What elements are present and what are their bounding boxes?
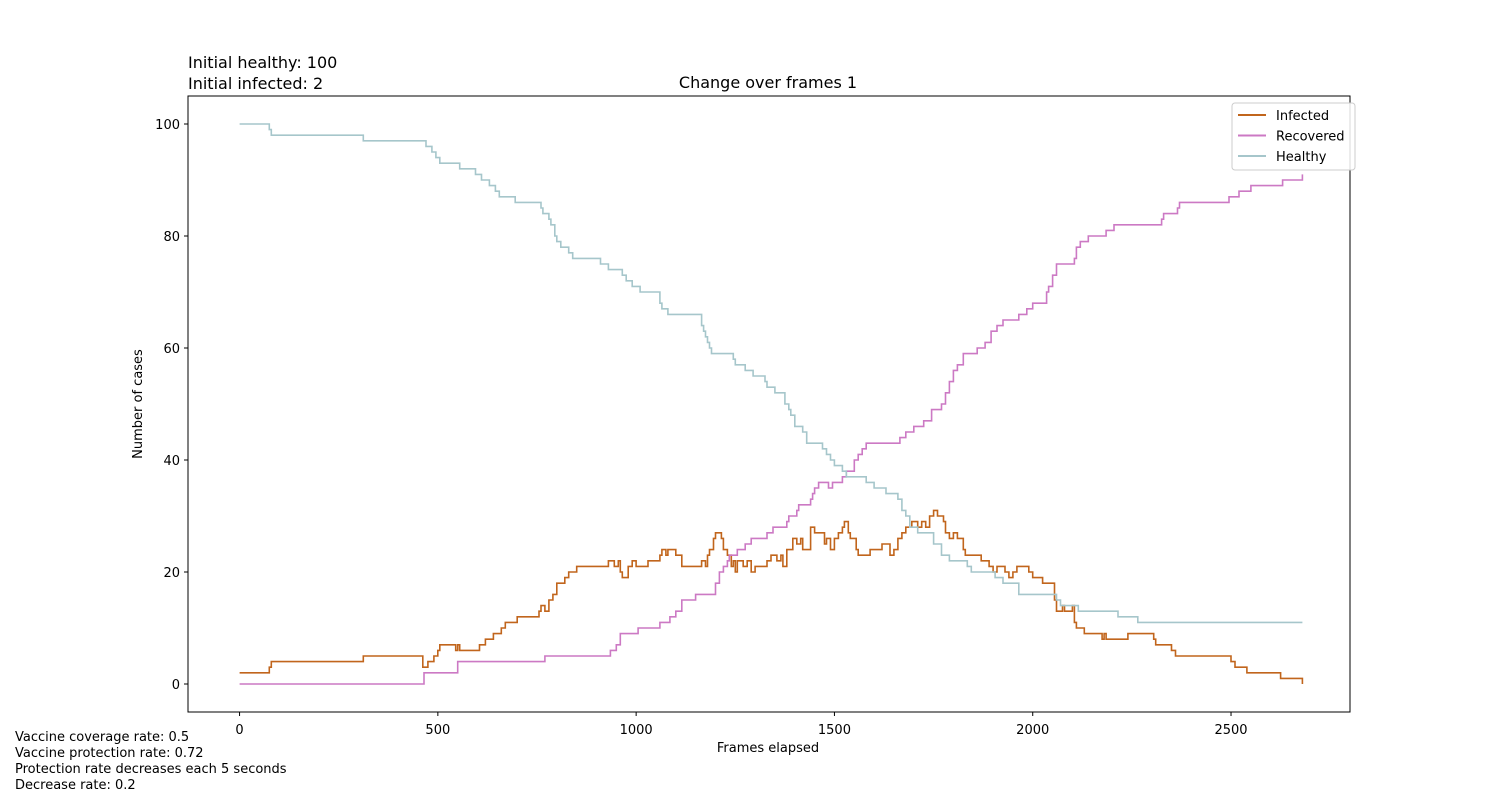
y-tick-label: 20 — [163, 566, 180, 581]
legend-label-recovered: Recovered — [1276, 130, 1345, 145]
x-tick-label: 1000 — [620, 723, 653, 738]
legend-box — [1231, 102, 1356, 171]
y-axis-label: Number of cases — [131, 349, 146, 459]
series-line-infected — [239, 509, 1304, 684]
series-line-recovered — [239, 174, 1304, 685]
x-axis-label: Frames elapsed — [717, 741, 819, 756]
legend-label-healthy: Healthy — [1276, 150, 1327, 165]
chart-title: Change over frames 1 — [679, 73, 857, 92]
simulation-parameters: Vaccine coverage rate: 0.5 Vaccine prote… — [15, 730, 287, 794]
x-tick-label: 1500 — [818, 723, 851, 738]
series-line-healthy — [239, 123, 1303, 624]
y-tick-label: 60 — [163, 342, 180, 357]
plot-frame — [187, 95, 1351, 713]
y-tick-label: 80 — [163, 230, 180, 245]
x-axis: 0 500 1000 1500 2000 2500 — [235, 712, 1248, 738]
y-tick-label: 0 — [172, 678, 180, 693]
y-axis: 0 20 40 60 80 100 — [155, 118, 188, 693]
plot-area-border — [187, 95, 1351, 713]
vaccine-protection-text: Vaccine protection rate: 0.72 — [15, 746, 204, 761]
x-tick-label: 500 — [425, 723, 450, 738]
initial-infected-text: Initial infected: 2 — [188, 74, 324, 93]
initial-healthy-text: Initial healthy: 100 — [188, 53, 338, 72]
decrease-rate-text: Decrease rate: 0.2 — [15, 778, 136, 793]
x-tick-label: 0 — [235, 723, 243, 738]
series-lines — [239, 123, 1304, 685]
protection-decrease-text: Protection rate decreases each 5 seconds — [15, 762, 287, 777]
y-tick-label: 100 — [155, 118, 180, 133]
vaccine-coverage-text: Vaccine coverage rate: 0.5 — [15, 730, 190, 745]
legend-label-infected: Infected — [1276, 109, 1329, 124]
x-tick-label: 2500 — [1214, 723, 1247, 738]
y-tick-label: 40 — [163, 454, 180, 469]
x-tick-label: 2000 — [1016, 723, 1049, 738]
legend: Infected Recovered Healthy — [1231, 102, 1356, 171]
initial-conditions: Initial healthy: 100 Initial infected: 2 — [188, 52, 337, 94]
